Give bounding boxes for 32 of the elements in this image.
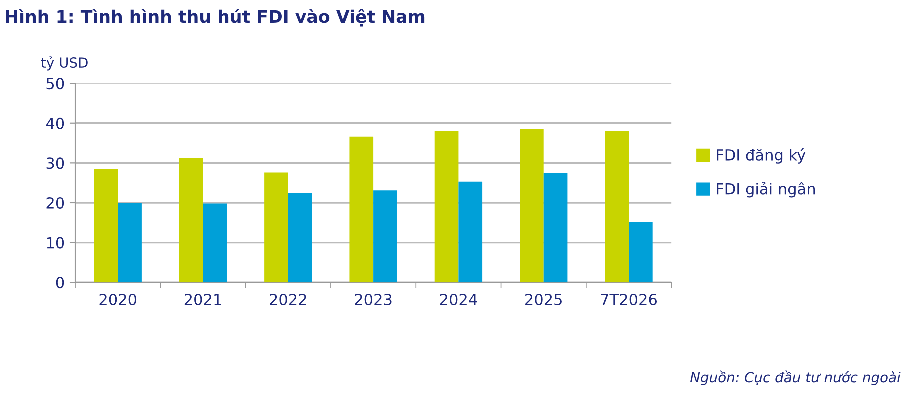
y-tick-label: 0 — [56, 277, 64, 289]
bar — [374, 190, 398, 283]
bar — [350, 136, 374, 283]
y-tick-label: 50 — [46, 78, 64, 90]
x-tick-label: 2024 — [440, 294, 478, 306]
y-tick-label: 10 — [47, 237, 64, 249]
bar — [203, 204, 228, 283]
legend-label: FDI đăng ký — [717, 148, 806, 164]
bar — [434, 130, 459, 283]
bar — [264, 172, 288, 283]
x-tick-label: 2025 — [526, 294, 562, 306]
x-tick-label: 7T2026 — [601, 294, 658, 306]
x-tick-label: 2023 — [355, 294, 392, 306]
bar — [520, 129, 544, 283]
y-axis-title: tỷ USD — [41, 56, 88, 71]
bar — [94, 170, 118, 283]
legend-label: FDI giải ngân — [717, 182, 816, 198]
bar — [179, 158, 204, 283]
chart-title: Hình 1: Tình hình thu hút FDI vào Việt Nam — [6, 9, 425, 27]
bar — [629, 222, 653, 283]
bar — [118, 202, 142, 283]
bar — [458, 182, 483, 283]
text: Nguồn: Cục đầu tư nước ngoài — [690, 370, 901, 386]
bar — [605, 131, 630, 283]
y-tick-label: 30 — [46, 158, 64, 170]
y-tick-label: 20 — [46, 197, 64, 209]
x-tick-label: 2020 — [100, 294, 137, 306]
y-tick-label: 40 — [46, 118, 64, 130]
x-tick-label: 2021 — [184, 294, 222, 306]
x-tick-label: 2022 — [270, 294, 306, 306]
bar — [544, 173, 568, 283]
bar — [288, 193, 312, 283]
